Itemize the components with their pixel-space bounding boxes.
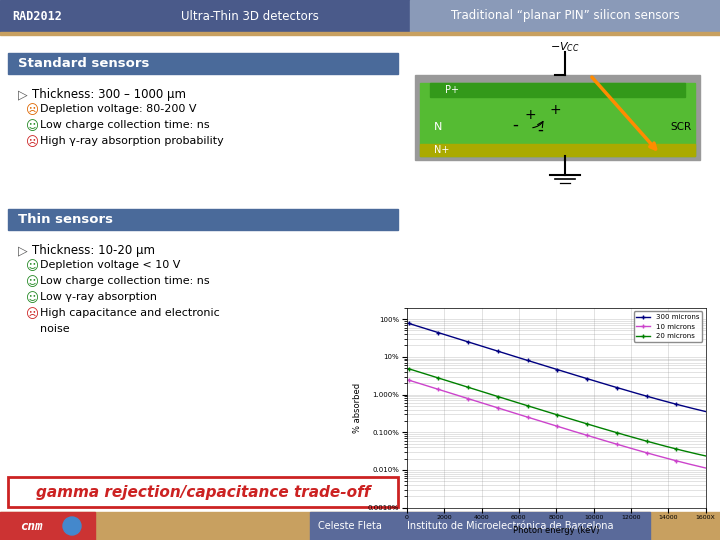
Text: ☺: ☺	[26, 120, 39, 133]
Text: cnm: cnm	[20, 519, 42, 532]
300 microns	[585, 376, 593, 382]
10 microns	[405, 377, 413, 383]
20 microns	[593, 424, 602, 430]
20 microns	[660, 443, 669, 449]
Text: Low charge collection time: ns: Low charge collection time: ns	[40, 276, 210, 286]
Bar	[415, 75, 700, 160]
20 microns	[585, 421, 593, 428]
300 microns	[405, 320, 413, 327]
Text: Thickness: 10-20 μm: Thickness: 10-20 μm	[32, 244, 155, 257]
Bar	[430, 83, 685, 97]
Bar	[8, 209, 398, 230]
Bar	[310, 512, 650, 540]
FancyBboxPatch shape	[8, 477, 398, 507]
Bar	[0, 512, 720, 540]
Text: High γ-ray absorption probability: High γ-ray absorption probability	[40, 136, 224, 146]
Text: Depletion voltage < 10 V: Depletion voltage < 10 V	[40, 260, 181, 270]
Text: noise: noise	[40, 324, 70, 334]
Bar	[0, 512, 95, 540]
300 microns	[701, 408, 710, 415]
Text: -: -	[537, 121, 543, 139]
10 microns	[629, 446, 638, 453]
Text: ▷: ▷	[18, 88, 27, 101]
Text: -: -	[512, 116, 518, 134]
Text: RAD2012: RAD2012	[12, 10, 62, 23]
20 microns	[701, 453, 710, 459]
20 microns	[577, 419, 585, 426]
Line: 20 microns: 20 microns	[406, 366, 708, 458]
10 microns	[423, 382, 431, 389]
Text: gamma rejection/capacitance trade-off: gamma rejection/capacitance trade-off	[36, 484, 370, 500]
10 microns	[660, 454, 669, 461]
Text: High capacitance and electronic: High capacitance and electronic	[40, 308, 220, 318]
Text: Low γ-ray absorption: Low γ-ray absorption	[40, 292, 157, 302]
Text: P+: P+	[445, 85, 459, 95]
Text: $-V_{CC}$: $-V_{CC}$	[550, 40, 580, 54]
Text: N: N	[434, 122, 442, 132]
Text: ☹: ☹	[26, 308, 39, 321]
300 microns	[629, 389, 638, 396]
300 microns	[593, 379, 602, 385]
20 microns	[629, 434, 638, 441]
Text: ☹: ☹	[26, 136, 39, 149]
Text: Low charge collection time: ns: Low charge collection time: ns	[40, 120, 210, 130]
10 microns	[593, 435, 602, 442]
Text: ▷: ▷	[18, 244, 27, 257]
Bar	[0, 32, 720, 35]
20 microns	[405, 366, 413, 372]
Bar	[0, 0, 410, 32]
Y-axis label: % absorbed: % absorbed	[354, 383, 362, 433]
300 microns	[423, 326, 431, 332]
Text: Thickness: 300 – 1000 μm: Thickness: 300 – 1000 μm	[32, 88, 186, 101]
10 microns	[577, 430, 585, 437]
10 microns	[585, 433, 593, 439]
Text: +: +	[524, 108, 536, 122]
Text: Celeste Fleta: Celeste Fleta	[318, 521, 382, 531]
Line: 10 microns: 10 microns	[406, 377, 708, 470]
Line: 300 microns: 300 microns	[406, 321, 708, 414]
Text: ☺: ☺	[26, 276, 39, 289]
Text: +: +	[549, 103, 561, 117]
Text: Depletion voltage: 80-200 V: Depletion voltage: 80-200 V	[40, 104, 197, 114]
Legend: 300 microns, 10 microns, 20 microns: 300 microns, 10 microns, 20 microns	[634, 311, 702, 342]
10 microns	[701, 465, 710, 471]
Text: ☺: ☺	[26, 292, 39, 305]
Bar	[420, 144, 695, 156]
X-axis label: Photon energy (keV): Photon energy (keV)	[513, 526, 599, 535]
300 microns	[577, 374, 585, 380]
300 microns	[660, 398, 669, 404]
Text: Ultra-Thin 3D detectors: Ultra-Thin 3D detectors	[181, 10, 319, 23]
Text: Instituto de Microelectrónica de Barcelona: Instituto de Microelectrónica de Barcelo…	[407, 521, 613, 531]
Text: Traditional “planar PIN” silicon sensors: Traditional “planar PIN” silicon sensors	[451, 10, 680, 23]
Text: N+: N+	[434, 145, 449, 155]
20 microns	[423, 371, 431, 377]
Text: ☹: ☹	[26, 104, 39, 117]
Bar	[8, 53, 398, 74]
Text: Thin sensors: Thin sensors	[18, 213, 113, 226]
Text: Standard sensors: Standard sensors	[18, 57, 149, 70]
Text: SCR: SCR	[670, 122, 691, 132]
Bar	[420, 83, 695, 156]
Circle shape	[63, 517, 81, 535]
Bar	[410, 0, 720, 32]
Text: ☺: ☺	[26, 260, 39, 273]
